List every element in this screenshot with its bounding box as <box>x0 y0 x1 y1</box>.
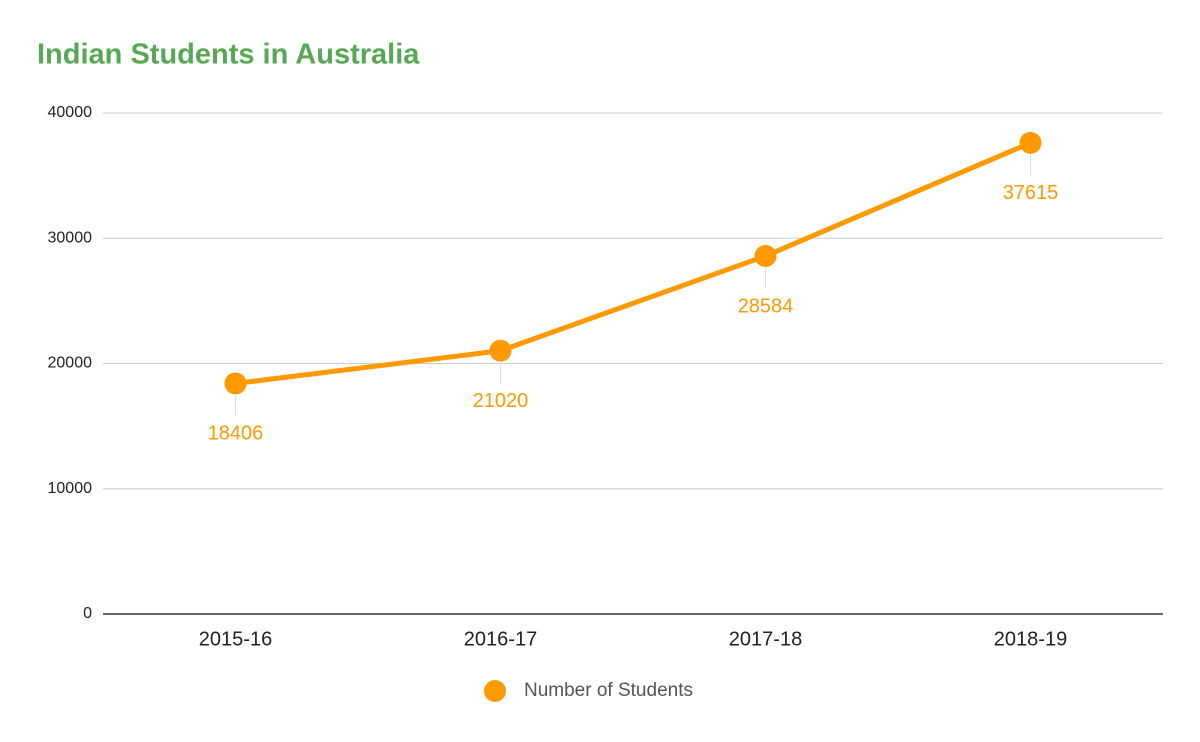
line <box>235 140 1032 386</box>
y-tick-label: 10000 <box>48 480 93 497</box>
y-tick-label: 0 <box>83 605 92 622</box>
legend-marker <box>484 680 506 702</box>
y-tick-label: 20000 <box>48 355 93 372</box>
x-tick-label: 2017-18 <box>729 628 802 650</box>
y-tick-label: 40000 <box>48 104 93 121</box>
x-tick-label: 2016-17 <box>464 628 537 650</box>
point <box>224 372 247 395</box>
y-tick-label: 30000 <box>48 229 93 246</box>
data-label: 18406 <box>208 423 264 445</box>
data-label: 21020 <box>473 390 529 412</box>
data-label: 28584 <box>738 295 794 317</box>
point <box>754 244 777 267</box>
x-tick-label: 2015-16 <box>199 628 272 650</box>
point <box>489 339 512 362</box>
chart-title: Indian Students in Australia <box>37 39 420 71</box>
x-tick-label: 2018-19 <box>994 628 1067 650</box>
point <box>1019 131 1042 154</box>
legend-label: Number of Students <box>524 680 693 701</box>
data-label: 37615 <box>1003 182 1059 204</box>
